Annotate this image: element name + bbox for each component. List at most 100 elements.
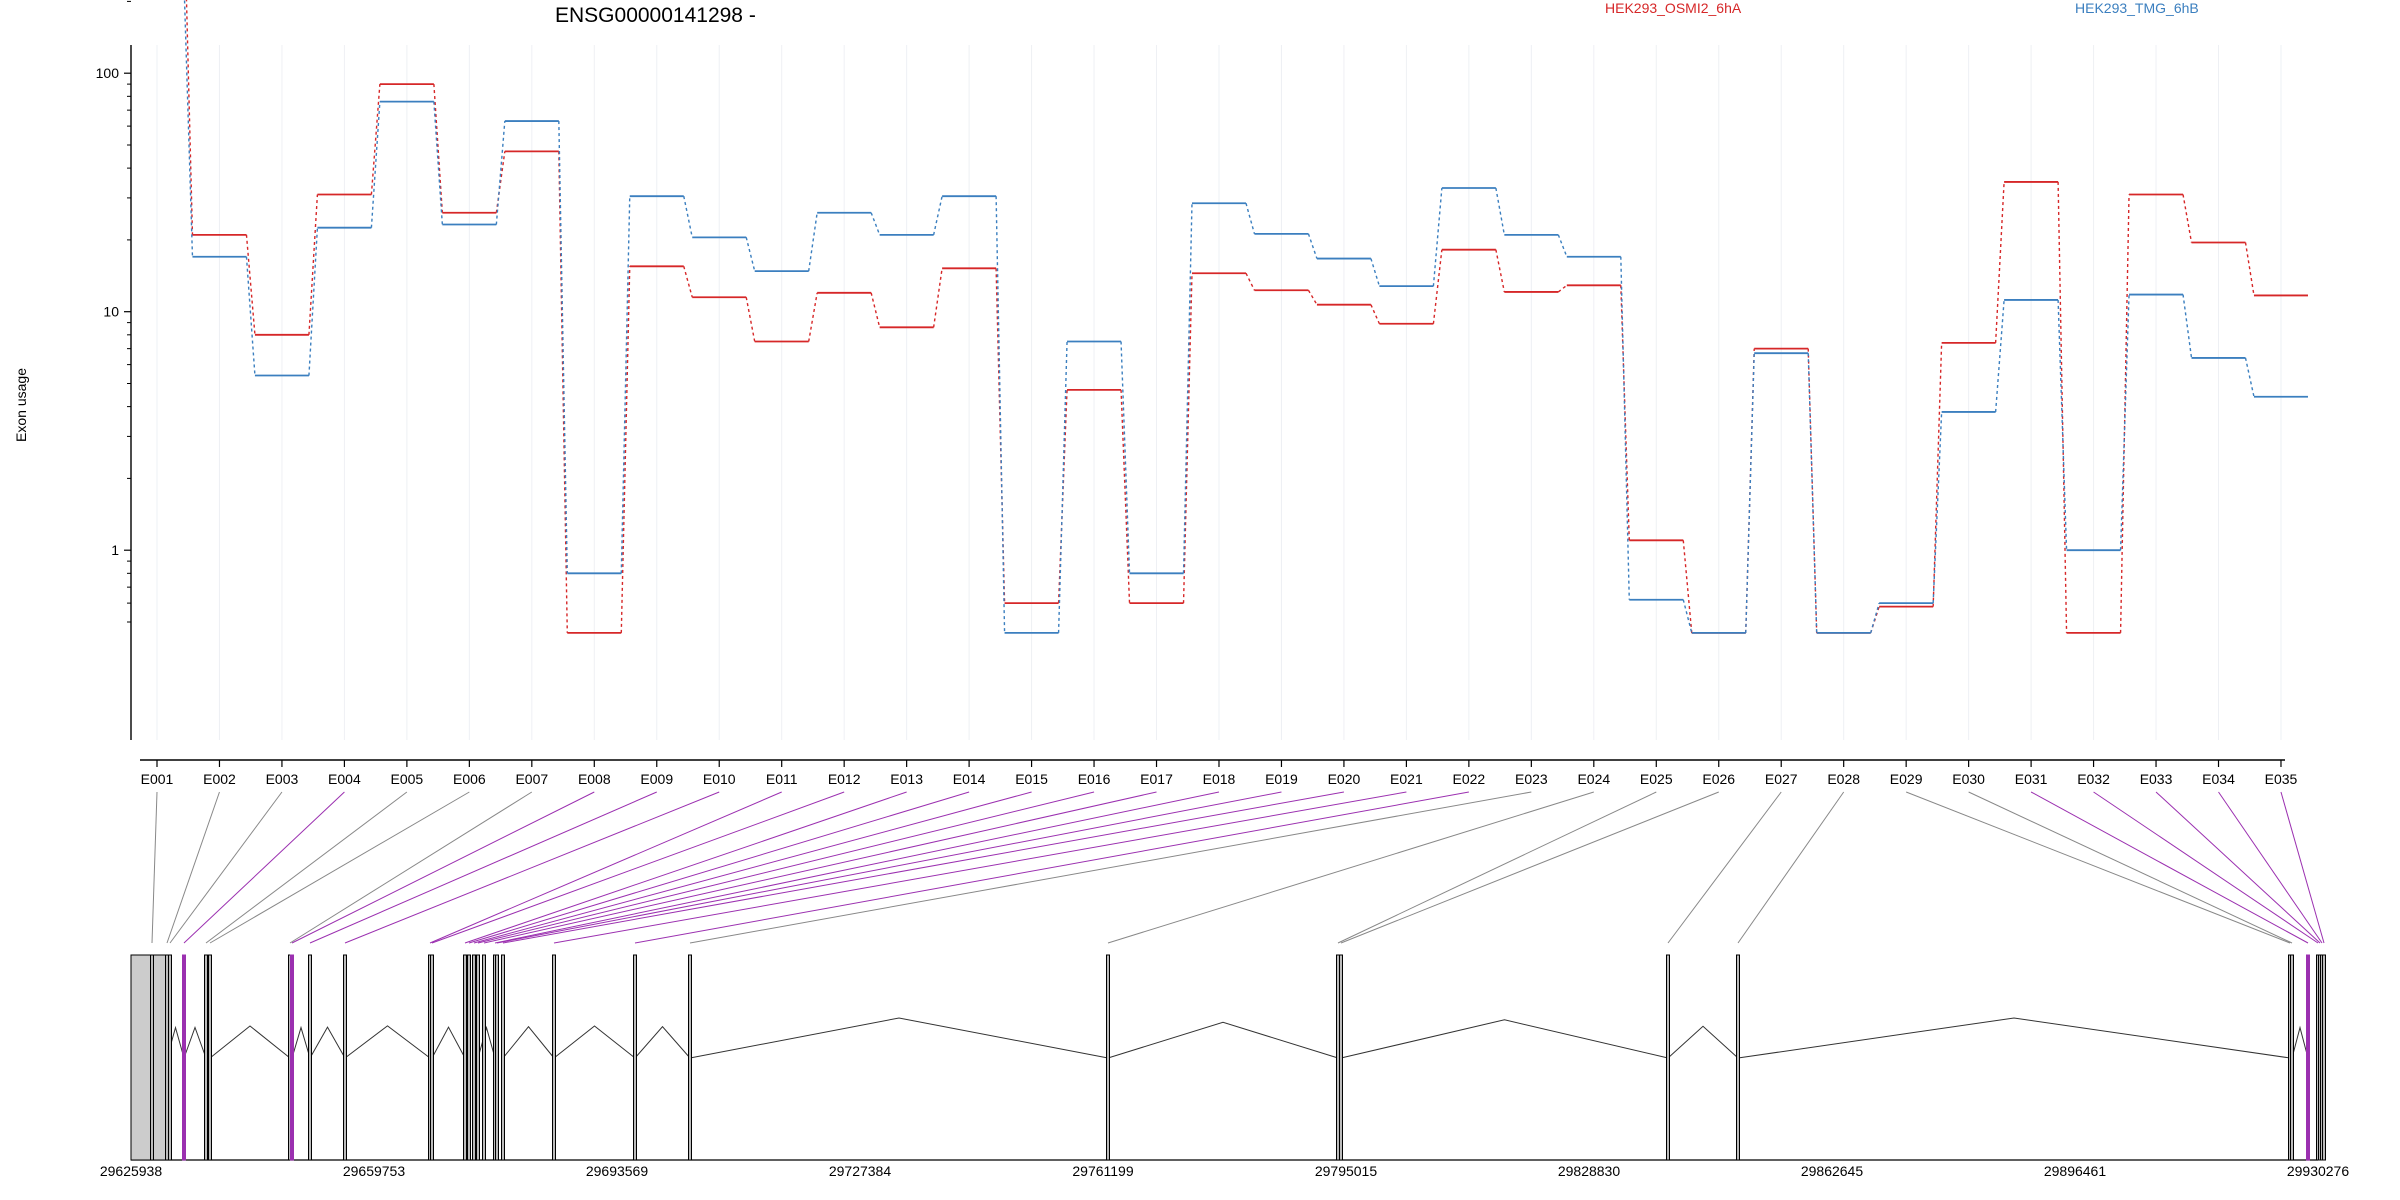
exon-bar-E015 [472, 954, 476, 1161]
connector-E011 [429, 791, 782, 944]
exon-bar-E010 [343, 954, 347, 1161]
exon-bar-E016 [476, 954, 480, 1161]
connector-E028 [1737, 791, 1845, 944]
exon-bar-E022 [633, 954, 637, 1161]
connector-E032 [2093, 791, 2319, 944]
intron [1667, 1025, 1739, 1059]
connector-E004 [183, 791, 345, 944]
x-tick-label-E016: E016 [1078, 771, 1111, 787]
connector-E006 [209, 791, 470, 944]
connector-E002 [166, 791, 220, 944]
exon-bar-E026 [1339, 954, 1343, 1161]
segment-E031 [2057, 181, 2068, 633]
segment-E009 [683, 266, 693, 298]
genomic-tick-label: 29896461 [2044, 1163, 2107, 1179]
exon-bar-E030 [2290, 954, 2294, 1161]
x-tick-label-E021: E021 [1390, 771, 1423, 787]
connector-E029 [1905, 791, 2291, 944]
chart-title: ENSG00000141298 - [555, 4, 756, 27]
segment-E012 [870, 212, 881, 236]
segment-E029 [1932, 411, 1943, 604]
grid-lines [156, 45, 2282, 740]
x-tick-label-E015: E015 [1015, 771, 1048, 787]
segment-E001 [185, 0, 194, 235]
segment-E004 [370, 101, 381, 228]
segment-E027 [1807, 353, 1818, 633]
segment-E031 [2057, 299, 2068, 551]
intron [634, 1025, 691, 1059]
exon-bar-E005 [204, 954, 208, 1161]
x-tick-label-E035: E035 [2265, 771, 2298, 787]
x-tick-label-E027: E027 [1765, 771, 1798, 787]
x-tick-label-E033: E033 [2140, 771, 2173, 787]
x-tick-label-E001: E001 [141, 771, 174, 787]
segment-E017 [1182, 203, 1193, 574]
exon-bar-E031 [2306, 954, 2310, 1161]
segment-E010 [745, 297, 756, 342]
segment-E018 [1245, 203, 1256, 235]
segment-E025 [1682, 599, 1693, 634]
intron [1340, 1019, 1669, 1059]
connector-E007 [289, 791, 533, 944]
intron [2291, 1025, 2309, 1059]
segment-E004 [370, 84, 381, 195]
x-tick-label-E025: E025 [1640, 771, 1673, 787]
intron [1107, 1021, 1339, 1059]
x-tick-label-E019: E019 [1265, 771, 1298, 787]
x-tick-label-E034: E034 [2202, 771, 2235, 787]
segment-E007 [558, 121, 568, 574]
segment-E006 [495, 151, 506, 213]
legend-entry-osmi2: HEK293_OSMI2_6hA [1605, 0, 1742, 16]
segment-E014 [995, 268, 1006, 604]
x-tick-label-E026: E026 [1702, 771, 1735, 787]
intron [291, 1025, 311, 1059]
x-tick-label-E031: E031 [2015, 771, 2048, 787]
intron [309, 1026, 346, 1059]
legend-entry-tmg: HEK293_TMG_6hB [2075, 0, 2199, 16]
segment-E021 [1432, 249, 1443, 324]
connector-E034 [2218, 791, 2323, 944]
segment-E013 [932, 268, 943, 328]
x-tick-label-E005: E005 [391, 771, 424, 787]
segment-E030 [1994, 181, 2005, 343]
segment-E017 [1182, 273, 1193, 604]
intron [431, 1026, 466, 1059]
x-tick-label-E013: E013 [890, 771, 923, 787]
x-tick-label-E024: E024 [1577, 771, 1610, 787]
genomic-tick-label: 29862645 [1801, 1163, 1864, 1179]
y-axis-label: Exon usage [13, 368, 29, 442]
segment-E032 [2119, 294, 2130, 551]
gene-model: 29625938 29659753 29693569 29727384 29761199… [100, 954, 2349, 1179]
x-tick-label-E004: E004 [328, 771, 361, 787]
connector-E026 [1340, 791, 1719, 944]
intron [502, 1025, 555, 1059]
segment-E022 [1495, 249, 1506, 293]
x-tick-label-E007: E007 [515, 771, 548, 787]
exon-bar-E019 [495, 954, 499, 1161]
x-tick-label-E017: E017 [1140, 771, 1173, 787]
series-lines [183, 0, 2308, 634]
genomic-tick-label: 29659753 [343, 1163, 406, 1179]
x-tick-label-E029: E029 [1890, 771, 1923, 787]
exon-box-E001 [130, 954, 168, 1161]
connector-E018 [494, 791, 1220, 944]
x-axis: E001 E002 E003 E004 E005 E006 E007 E008 E009 E010… [140, 759, 2298, 787]
connector-E015 [473, 791, 1032, 944]
segment-E023 [1557, 284, 1568, 293]
connector-E008 [291, 791, 595, 944]
connector-E009 [309, 791, 657, 944]
segment-E018 [1245, 272, 1256, 291]
x-tick-label-E010: E010 [703, 771, 736, 787]
exon-bar-E035 [2322, 954, 2326, 1161]
intron [689, 1017, 1109, 1059]
connector-E021 [553, 791, 1407, 944]
segment-E029 [1932, 342, 1943, 607]
exon-bar-E024 [1106, 954, 1110, 1161]
connector-E005 [205, 791, 408, 944]
segment-E021 [1432, 187, 1443, 287]
segment-E026 [1745, 353, 1755, 633]
genomic-tick-label: 29625938 [100, 1163, 163, 1179]
x-tick-label-E002: E002 [203, 771, 236, 787]
x-tick-label-E012: E012 [828, 771, 861, 787]
intron [553, 1025, 636, 1059]
